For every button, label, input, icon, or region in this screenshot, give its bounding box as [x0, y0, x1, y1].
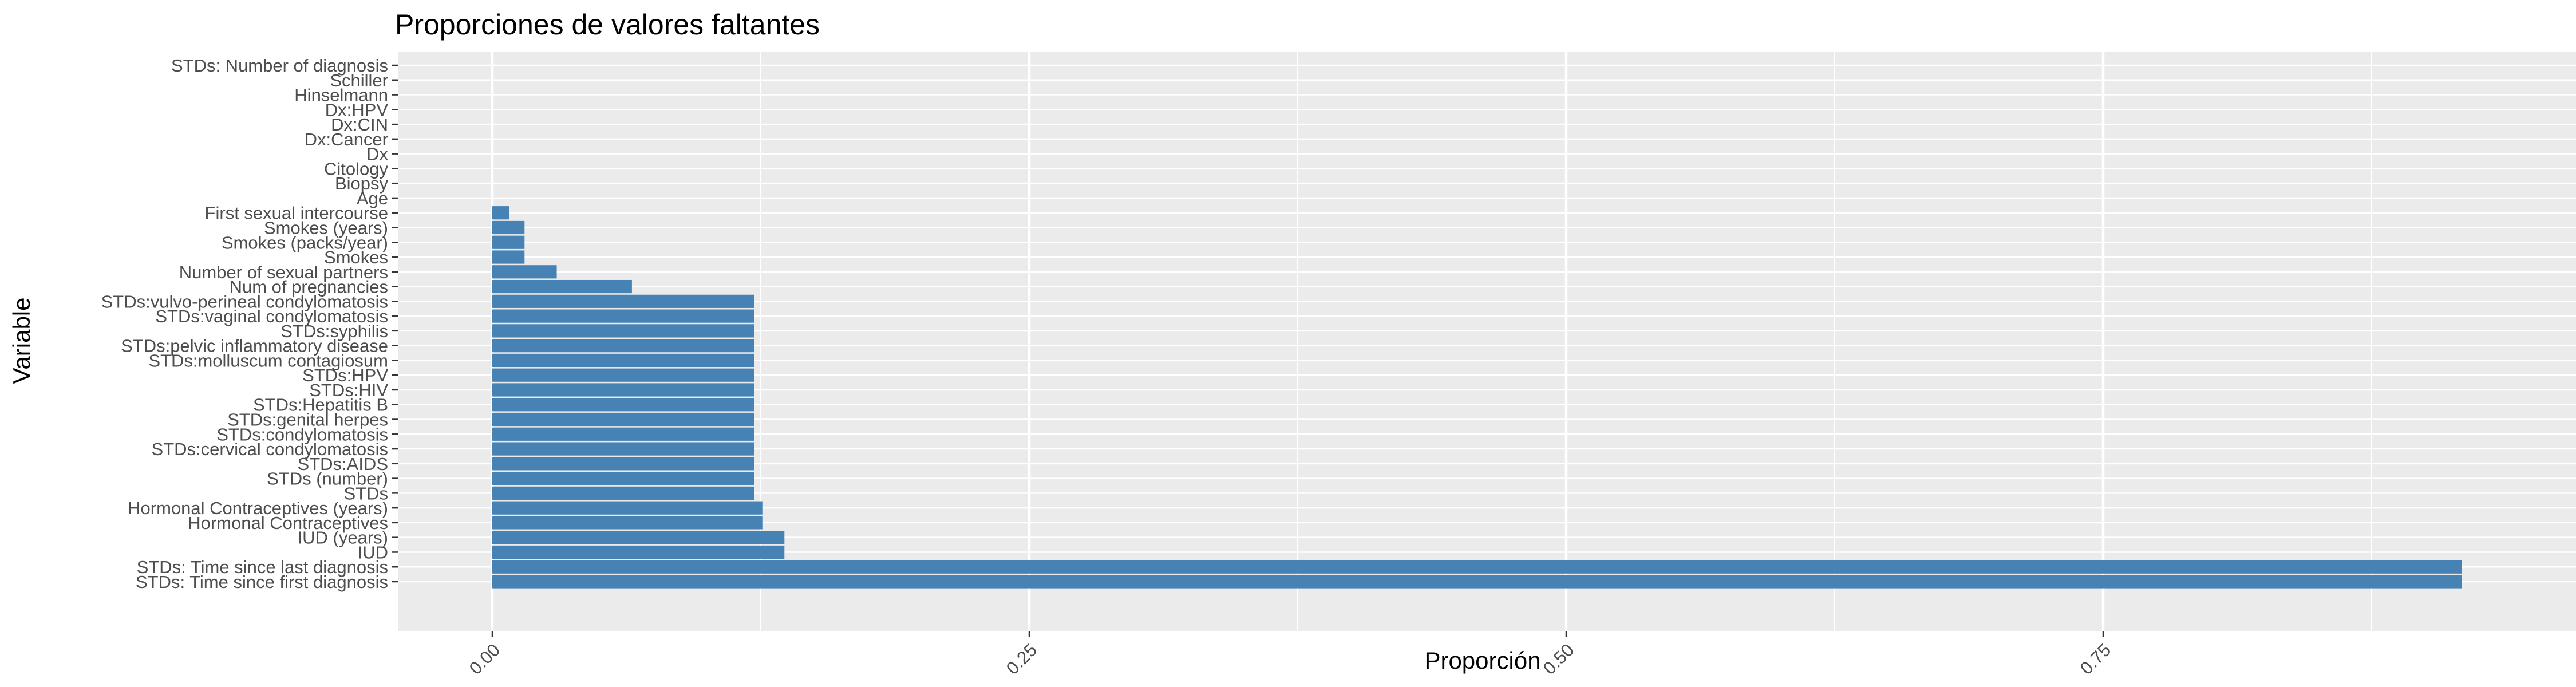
y-axis: STDs: Number of diagnosisSchillerHinselm… — [101, 56, 398, 592]
y-tick-label: STDs:molluscum contagiosum — [148, 350, 388, 370]
bar — [492, 560, 2462, 574]
y-tick-label: IUD (years) — [298, 528, 388, 548]
bar — [492, 279, 632, 294]
bar — [492, 235, 525, 249]
bar — [492, 265, 557, 279]
bar — [492, 545, 785, 559]
bar — [492, 412, 754, 427]
y-tick-label: Number of sexual partners — [179, 262, 388, 282]
bar — [492, 575, 2462, 589]
y-tick-label: Num of pregnancies — [230, 277, 388, 297]
bar — [492, 457, 754, 471]
x-tick-label: 0.75 — [2076, 640, 2115, 678]
chart-title: Proporciones de valores faltantes — [395, 9, 820, 41]
y-tick-label: Dx — [366, 144, 388, 164]
y-tick-label: STDs: Time since last diagnosis — [137, 557, 388, 577]
y-tick-label: First sexual intercourse — [205, 203, 388, 223]
y-tick-label: Smokes — [324, 247, 388, 267]
bar — [492, 339, 754, 353]
y-axis-title: Variable — [8, 298, 35, 384]
bar — [492, 427, 754, 441]
y-tick-label: STDs:HPV — [302, 365, 388, 385]
y-tick-label: STDs:syphilis — [280, 321, 388, 341]
y-tick-label: Dx:CIN — [331, 114, 388, 135]
bar — [492, 442, 754, 456]
bar — [492, 250, 525, 264]
x-axis-title: Proporción — [1424, 647, 1540, 674]
y-tick-label: STDs — [344, 483, 389, 503]
y-tick-label: STDs:cervical condylomatosis — [152, 439, 388, 459]
y-tick-label: Biopsy — [335, 173, 389, 194]
y-tick-label: STDs (number) — [267, 469, 388, 489]
y-tick-label: Hormonal Contraceptives — [188, 513, 388, 533]
y-tick-label: STDs: Number of diagnosis — [171, 56, 388, 76]
bar — [492, 383, 754, 397]
y-tick-label: Smokes (years) — [264, 218, 388, 238]
bar — [492, 501, 763, 515]
x-tick-label: 0.25 — [1002, 640, 1041, 678]
y-tick-label: STDs:Hepatitis B — [253, 395, 388, 415]
y-tick-label: STDs:pelvic inflammatory disease — [121, 336, 388, 356]
y-tick-label: STDs:condylomatosis — [216, 424, 388, 444]
bar — [492, 398, 754, 412]
bar — [492, 516, 763, 530]
y-tick-label: Hinselmann — [294, 85, 388, 105]
bar — [492, 206, 510, 220]
y-tick-label: Dx:HPV — [325, 100, 389, 120]
bars — [492, 206, 2462, 589]
bar — [492, 531, 785, 544]
bar — [492, 294, 754, 308]
y-tick-label: STDs:AIDS — [298, 454, 388, 474]
y-tick-label: Smokes (packs/year) — [222, 232, 388, 252]
x-axis: 0.00 0.25 0.50 0.75 — [465, 631, 2115, 678]
y-tick-label: Hormonal Contraceptives (years) — [128, 498, 388, 518]
y-tick-label: STDs:vulvo-perineal condylomatosis — [101, 291, 388, 311]
y-tick-label: Age — [357, 188, 388, 208]
y-tick-label: STDs: Time since first diagnosis — [136, 572, 388, 592]
bar — [492, 353, 754, 368]
bar — [492, 220, 525, 235]
y-tick-label: STDs:HIV — [309, 380, 388, 400]
x-tick-label: 0.50 — [1539, 640, 1578, 678]
bar — [492, 486, 754, 500]
y-tick-label: Schiller — [330, 70, 388, 90]
bar — [492, 309, 754, 323]
bar — [492, 472, 754, 485]
y-tick-label: STDs:vaginal condylomatosis — [155, 306, 388, 326]
y-tick-label: Dx:Cancer — [305, 129, 388, 149]
x-tick-label: 0.00 — [465, 640, 504, 678]
y-tick-label: Citology — [324, 159, 388, 179]
bar — [492, 324, 754, 338]
y-tick-label: IUD — [358, 542, 388, 562]
bar — [492, 368, 754, 382]
y-tick-label: STDs:genital herpes — [227, 410, 388, 430]
